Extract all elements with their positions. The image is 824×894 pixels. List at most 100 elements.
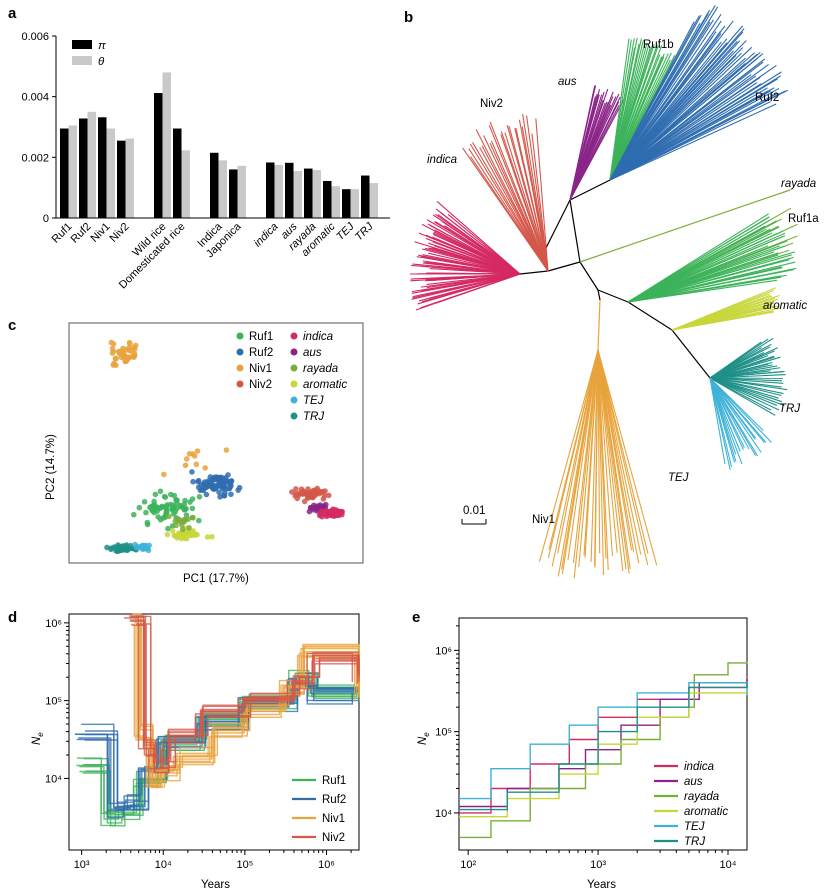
- legend-label-Ruf2: Ruf2: [249, 347, 273, 359]
- tree-branch: [506, 124, 549, 272]
- bar-theta-2: [106, 128, 115, 218]
- panel-d-x-ticks: 10³ 10⁴ 10⁵ 10⁶: [74, 850, 352, 871]
- legend-swatch-theta: [72, 56, 92, 65]
- point-Niv1: [110, 362, 117, 368]
- bar-theta-12: [350, 189, 359, 218]
- tree-branch: [526, 115, 549, 272]
- tree-branch: [609, 83, 763, 181]
- line-aus: [459, 678, 748, 808]
- legend-label-Niv2: Niv2: [322, 832, 345, 844]
- legend-label-pi: π: [98, 40, 106, 52]
- y-tick-label: 0.006: [21, 31, 49, 43]
- point-Niv1: [182, 462, 189, 469]
- tree-label-niv1: Niv1: [532, 514, 555, 526]
- point-aus: [307, 505, 314, 511]
- point-Niv1: [126, 339, 133, 346]
- tree-branch: [483, 135, 549, 272]
- tree-branch: [479, 147, 549, 272]
- line-Niv1: [137, 613, 360, 787]
- line-Ruf1: [82, 682, 360, 815]
- line-Ruf1: [86, 672, 360, 827]
- point-Niv1: [193, 461, 200, 468]
- tree-branch: [469, 143, 549, 272]
- line-Ruf2: [85, 676, 360, 811]
- legend-label-indica: indica: [303, 331, 333, 343]
- point-Ruf2: [223, 477, 230, 484]
- panel-c-y-label: PC2 (14.7%): [45, 434, 57, 500]
- tree-branch: [627, 301, 673, 331]
- point-Ruf1: [164, 502, 171, 508]
- panel-d-lines: [74, 613, 360, 827]
- point-Ruf1: [195, 517, 202, 524]
- point-Ruf2: [198, 482, 204, 488]
- tree-branch: [597, 349, 631, 569]
- legend-label-TEJ: TEJ: [303, 395, 324, 407]
- panel-c-frame: [68, 322, 364, 564]
- point-Niv2: [297, 490, 304, 496]
- point-Ruf1: [155, 514, 161, 520]
- legend-dot-Niv1: [236, 364, 244, 372]
- tree-branch: [609, 14, 722, 181]
- tree-branch: [597, 349, 609, 570]
- tree-branch: [709, 341, 762, 379]
- legend-label-aus: aus: [303, 347, 322, 359]
- legend-dot-Niv2: [236, 380, 244, 388]
- panel-c-x-label: PC1 (17.7%): [183, 573, 249, 585]
- point-Niv1: [183, 456, 190, 462]
- bar-pi-6: [210, 152, 219, 218]
- tree-branch: [573, 349, 599, 579]
- tree-branch: [609, 20, 722, 181]
- tree-branch: [597, 349, 649, 554]
- tree-branch: [597, 349, 624, 572]
- legend-label-indica: indica: [684, 761, 714, 773]
- point-Niv1: [126, 344, 133, 351]
- tree-branch: [709, 377, 767, 443]
- tree-scale-label: 0.01: [463, 505, 485, 517]
- point-Ruf1: [161, 493, 168, 500]
- tree-branch: [569, 199, 581, 263]
- bar-theta-3: [125, 138, 134, 218]
- tree-branch: [609, 76, 761, 181]
- line-Ruf1: [83, 686, 360, 819]
- point-Niv2: [314, 485, 321, 492]
- panel-c-legend: Ruf1 Ruf2 Niv1 Niv2 indica aus rayada aromatic T…: [236, 331, 347, 423]
- tree-label-aromatic: aromatic: [763, 300, 807, 312]
- bar-theta-11: [331, 186, 340, 218]
- tree-branch: [609, 9, 711, 181]
- bar-theta-7: [237, 165, 246, 218]
- line-Ruf2: [81, 682, 360, 808]
- panel-label-d: d: [8, 609, 17, 626]
- tree-branch: [609, 57, 746, 181]
- bar-theta-6: [218, 160, 227, 218]
- y-tick-label: 10⁴: [45, 773, 62, 785]
- x-tick-label: indica: [252, 221, 281, 250]
- point-Niv1: [189, 451, 196, 457]
- tree-branch: [597, 299, 601, 351]
- panel-label-c: c: [8, 317, 16, 334]
- point-Niv1: [116, 350, 123, 357]
- point-Niv1: [202, 465, 208, 471]
- bar-theta-10: [312, 170, 321, 218]
- line-Niv2: [136, 615, 360, 769]
- line-Niv1: [135, 624, 360, 789]
- point-aromatic: [209, 534, 215, 540]
- legend-label-aromatic: aromatic: [684, 806, 728, 818]
- panel-e-x-label: Years: [587, 879, 616, 891]
- panel-d: d 10³ 10⁴ 10⁵ 10⁶ 10⁴ 10⁵ 10⁶ Ruf1 Ruf2 Niv1 Niv…: [8, 609, 360, 891]
- bar-theta-1: [87, 111, 96, 218]
- line-rayada: [459, 661, 748, 839]
- point-TEJ: [140, 543, 147, 550]
- point-Ruf2: [189, 469, 195, 475]
- point-indica: [330, 510, 336, 516]
- tree-branch: [597, 289, 601, 301]
- point-TEJ: [146, 542, 152, 549]
- tree-branch: [567, 349, 599, 561]
- point-Ruf1: [174, 500, 180, 507]
- tree-branch: [431, 273, 521, 282]
- tree-branch: [462, 147, 549, 272]
- legend-swatch-pi: [72, 40, 92, 49]
- panel-c-points: [104, 339, 345, 555]
- x-tick-label: TRJ: [353, 220, 376, 243]
- bar-pi-12: [342, 189, 351, 218]
- y-tick-label: 10⁵: [435, 727, 452, 739]
